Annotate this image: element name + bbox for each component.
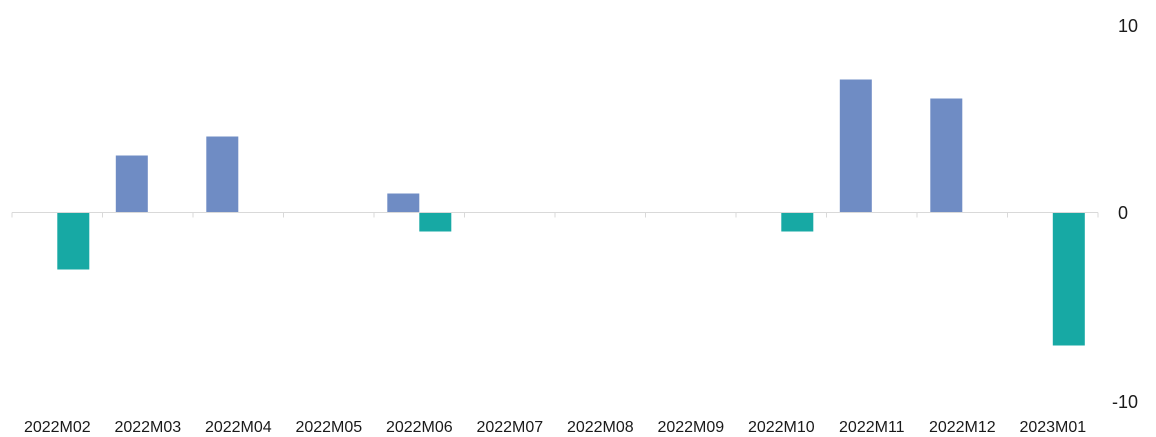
category-label-2022M11: 2022M11 [839,419,905,436]
bars-group [57,79,1085,346]
y-tick-label-top: 10 [1118,16,1138,36]
category-tick-marks [11,212,1099,218]
category-label-2023M01: 2023M01 [1019,419,1086,436]
category-label-2022M05: 2022M05 [295,419,362,436]
category-label-2022M10: 2022M10 [748,419,815,436]
y-tick-label-bottom: -10 [1112,392,1138,412]
category-label-2022M06: 2022M06 [386,419,453,436]
bar-series2-2022M06 [419,212,452,232]
bar-series1-2022M03 [115,155,148,213]
category-label-2022M02: 2022M02 [24,419,91,436]
bar-series1-2022M12 [930,98,963,213]
category-label-2022M09: 2022M09 [657,419,724,436]
category-label-2022M07: 2022M07 [476,419,543,436]
bar-series1-2022M04 [206,136,239,213]
bar-series2-2023M01 [1052,212,1085,346]
bar-series1-2022M06 [387,193,420,213]
category-label-2022M04: 2022M04 [205,419,272,436]
bar-series2-2022M10 [781,212,814,232]
y-tick-label-zero: 0 [1118,203,1128,223]
category-label-2022M03: 2022M03 [114,419,181,436]
bar-series1-2022M11 [839,79,872,213]
category-labels: 2022M02 2022M03 2022M04 2022M05 2022M06 2022M… [24,419,1086,436]
bar-series2-2022M02 [57,212,90,270]
category-label-2022M08: 2022M08 [567,419,634,436]
category-label-2022M12: 2022M12 [929,419,996,436]
